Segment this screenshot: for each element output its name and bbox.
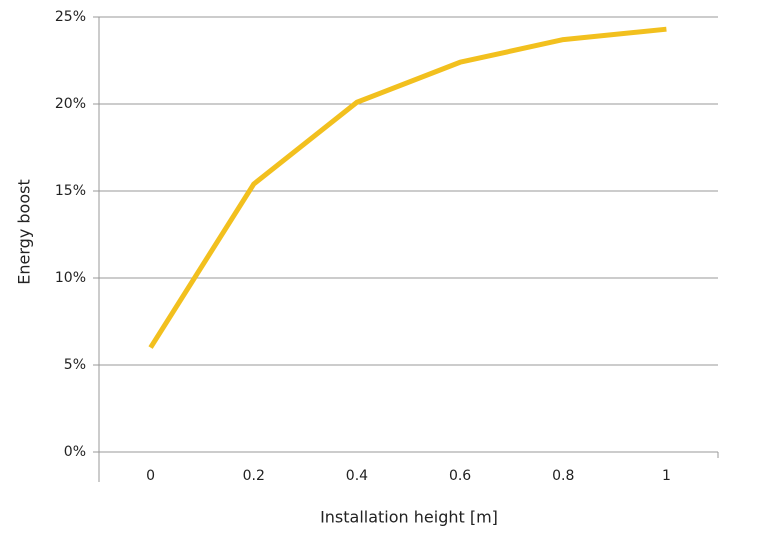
x-tick-label: 0.2	[243, 468, 265, 484]
y-axis-title: Energy boost	[15, 179, 34, 284]
x-tick-label: 0	[146, 468, 155, 484]
x-tick-label: 0.8	[552, 468, 574, 484]
line-series	[148, 26, 667, 349]
x-tick-label: 1	[662, 468, 671, 484]
y-tick-label: 5%	[64, 357, 86, 373]
x-tick-label: 0.4	[346, 468, 368, 484]
y-tick-label: 10%	[55, 270, 86, 286]
x-axis-title: Installation height [m]	[320, 508, 498, 527]
y-tick-label: 0%	[64, 444, 86, 460]
y-tick-label: 15%	[55, 183, 86, 199]
x-tick-label: 0.6	[449, 468, 471, 484]
y-tick-label: 25%	[55, 9, 86, 25]
y-tick-label: 20%	[55, 96, 86, 112]
